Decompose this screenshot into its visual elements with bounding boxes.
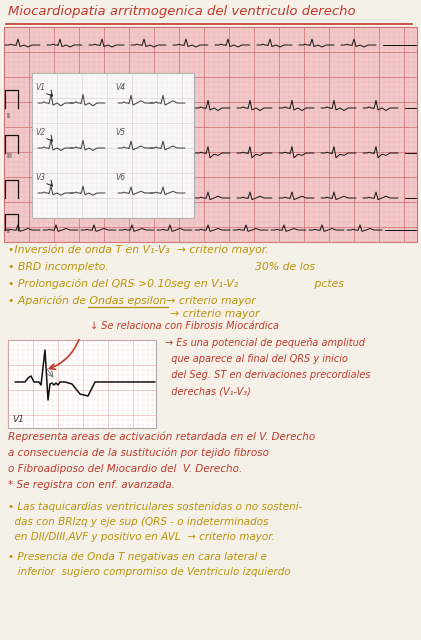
Text: → Es una potencial de pequeña amplitud: → Es una potencial de pequeña amplitud [165, 338, 365, 348]
Text: III: III [6, 153, 12, 159]
Text: a consecuencia de la sustitución por tejido fibroso: a consecuencia de la sustitución por tej… [8, 447, 269, 458]
Bar [8, 340, 156, 428]
Text: • BRD incompleto.: • BRD incompleto. [8, 262, 109, 272]
Text: II: II [6, 228, 10, 234]
Bar [4, 27, 417, 242]
Text: • Prolongación del QRS >0.10seg en V₁-V₂: • Prolongación del QRS >0.10seg en V₁-V₂ [8, 278, 238, 289]
Text: • Las taquicardias ventriculares sostenidas o no sosteni-: • Las taquicardias ventriculares sosteni… [8, 502, 302, 512]
Text: V4: V4 [115, 83, 125, 92]
Text: II: II [6, 113, 10, 119]
Text: que aparece al final del QRS y inicio: que aparece al final del QRS y inicio [165, 354, 348, 364]
Text: • Aparición de Ondas epsilon→ criterio mayor: • Aparición de Ondas epsilon→ criterio m… [8, 296, 256, 306]
Text: 30% de los: 30% de los [255, 262, 315, 272]
Text: das con BRIzq y eje sup (QRS - o indeterminados: das con BRIzq y eje sup (QRS - o indeter… [8, 517, 269, 527]
Text: ↓ Se relaciona con Fibrosis Miocárdica: ↓ Se relaciona con Fibrosis Miocárdica [90, 321, 279, 331]
Text: • Presencia de Onda T negativas en cara lateral e: • Presencia de Onda T negativas en cara … [8, 552, 267, 562]
Text: inferior  sugiero compromiso de Ventriculo izquierdo: inferior sugiero compromiso de Ventricul… [8, 567, 291, 577]
Text: o Fibroadiposo del Miocardio del  V. Derecho.: o Fibroadiposo del Miocardio del V. Dere… [8, 464, 242, 474]
Text: derechas (V₁-V₃): derechas (V₁-V₃) [165, 386, 251, 396]
Text: V1: V1 [12, 415, 24, 424]
Text: pctes: pctes [290, 279, 344, 289]
Bar [32, 73, 194, 218]
Text: del Seg. ST en derivaciones precordiales: del Seg. ST en derivaciones precordiales [165, 370, 370, 380]
Text: V5: V5 [115, 128, 125, 137]
Text: V3: V3 [35, 173, 45, 182]
Text: V2: V2 [35, 128, 45, 137]
Text: V1: V1 [35, 83, 45, 92]
Text: Representa areas de activación retardada en el V. Derecho: Representa areas de activación retardada… [8, 431, 315, 442]
Text: * Se registra con enf. avanzada.: * Se registra con enf. avanzada. [8, 480, 175, 490]
Text: •Inversión de onda T en V₁-V₃  → criterio mayor.: •Inversión de onda T en V₁-V₃ → criterio… [8, 244, 269, 255]
Text: en DII/DIII,AVF y positivo en AVL  → criterio mayor.: en DII/DIII,AVF y positivo en AVL → crit… [8, 532, 275, 542]
Text: → criterio mayor: → criterio mayor [170, 309, 259, 319]
Text: Miocardiopatia arritmogenica del ventriculo derecho: Miocardiopatia arritmogenica del ventric… [8, 5, 356, 18]
Text: V6: V6 [115, 173, 125, 182]
